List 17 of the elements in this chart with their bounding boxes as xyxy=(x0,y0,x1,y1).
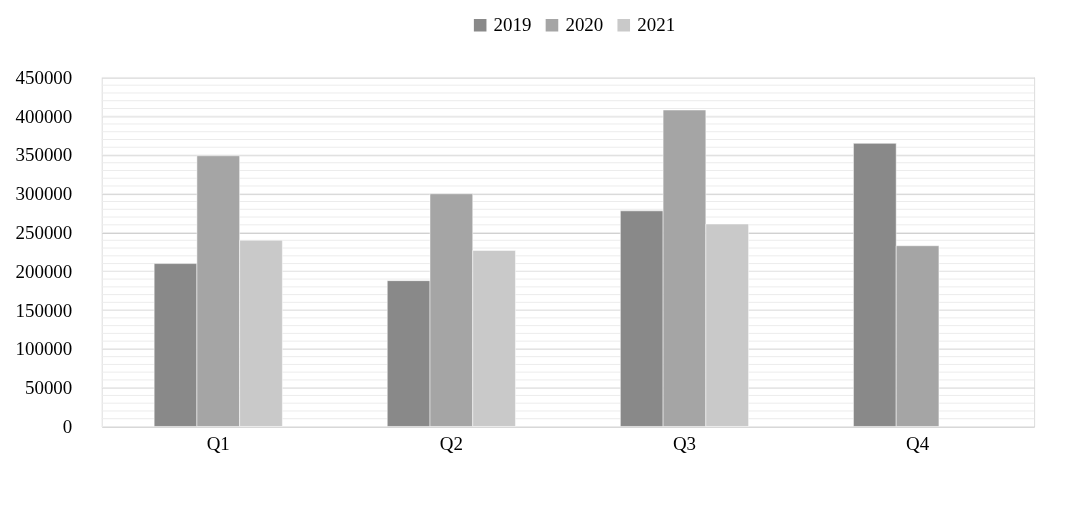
y-tick-label: 200000 xyxy=(15,260,73,282)
y-tick-label: 450000 xyxy=(15,66,73,88)
y-tick-label: 350000 xyxy=(15,144,73,166)
y-tick-label: 150000 xyxy=(15,299,73,321)
y-tick-label: 300000 xyxy=(15,183,73,205)
y-tick-label: 250000 xyxy=(15,222,73,244)
x-tick-label: Q1 xyxy=(206,432,230,454)
y-tick-label: 400000 xyxy=(15,105,73,127)
legend-label: 2020 xyxy=(565,14,604,36)
legend-label: 2021 xyxy=(637,14,676,36)
y-tick-label: 0 xyxy=(62,415,73,437)
legend-label: 2019 xyxy=(493,14,532,36)
y-tick-label: 100000 xyxy=(15,338,73,360)
x-tick-label: Q4 xyxy=(905,432,930,454)
x-tick-label: Q3 xyxy=(672,432,697,454)
y-tick-label: 50000 xyxy=(24,377,73,399)
x-tick-label: Q2 xyxy=(439,432,463,454)
